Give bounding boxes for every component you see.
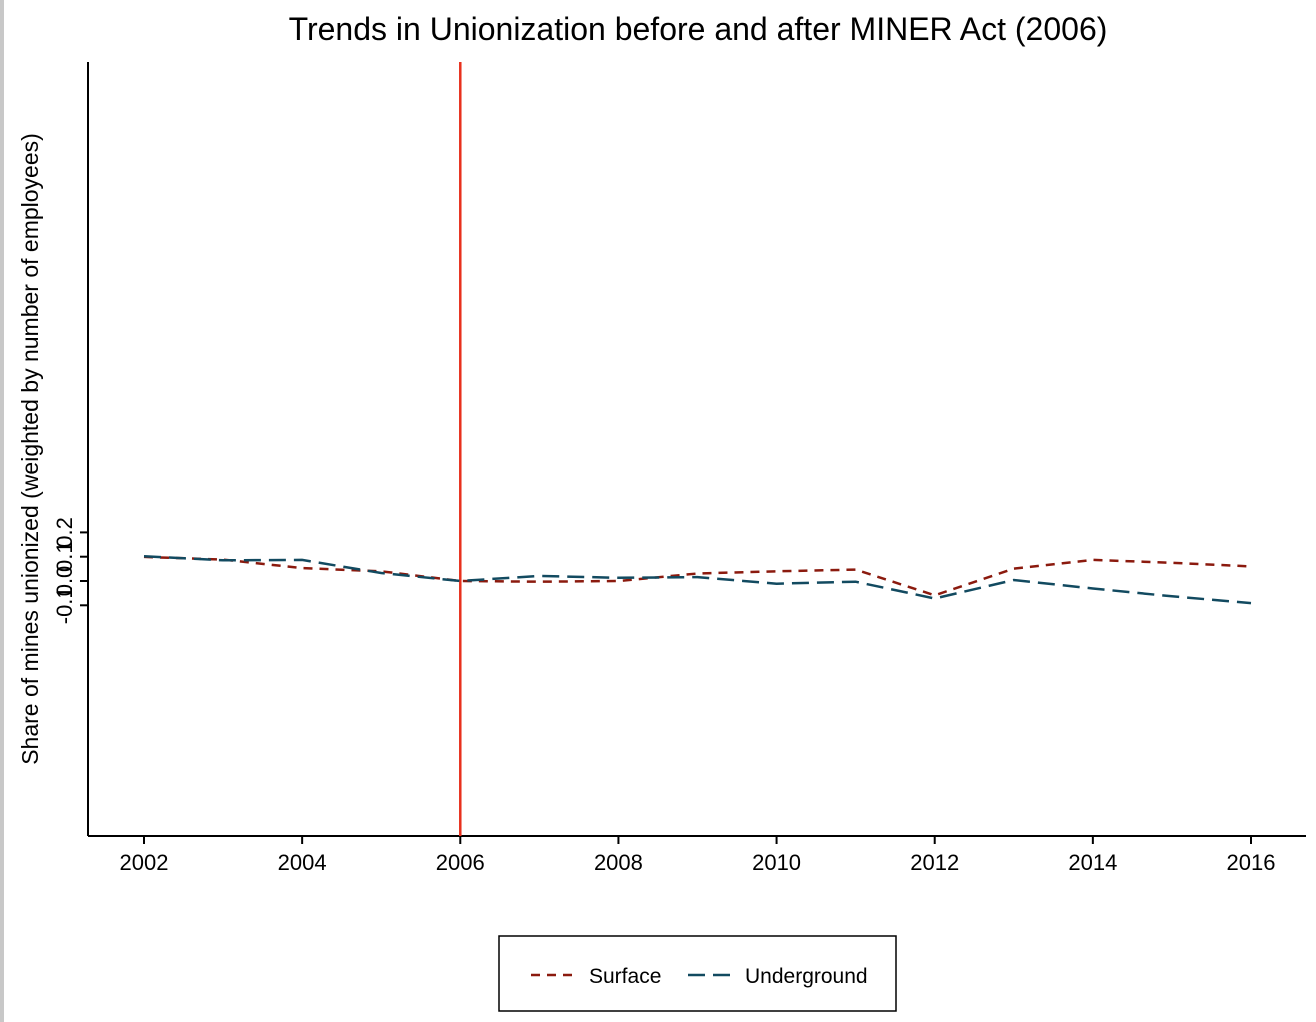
chart-title: Trends in Unionization before and after … xyxy=(289,11,1108,47)
x-tick-label: 2014 xyxy=(1068,850,1117,875)
legend-label-underground: Underground xyxy=(745,965,868,988)
y-tick-label: 0.1 xyxy=(52,541,77,572)
legend-box xyxy=(498,935,897,1012)
series-line-surface xyxy=(143,555,1252,597)
y-tick-label: 0.2 xyxy=(52,517,77,548)
x-tick-label: 2010 xyxy=(752,850,801,875)
x-tick-label: 2006 xyxy=(436,850,485,875)
y-tick-label: 0.0 xyxy=(52,566,77,597)
x-tick-label: 2002 xyxy=(120,850,169,875)
x-tick-label: 2016 xyxy=(1227,850,1276,875)
y-tick-label: -0.1 xyxy=(52,586,77,624)
legend: Surface Underground xyxy=(498,935,897,1012)
x-ticks: 2002 2004 2006 2008 2010 2012 2014 2016 xyxy=(120,836,1276,875)
y-axis-label: Share of mines unionized (weighted by nu… xyxy=(17,133,43,765)
x-tick-label: 2004 xyxy=(278,850,327,875)
series-line-underground xyxy=(143,554,1252,605)
x-tick-label: 2008 xyxy=(594,850,643,875)
legend-label-surface: Surface xyxy=(589,965,661,988)
plot-area: -0.10.00.10.2 2002 2004 2006 2008 2010 2012 20… xyxy=(52,62,1306,875)
series-group xyxy=(143,554,1252,605)
x-tick-label: 2012 xyxy=(910,850,959,875)
window-edge-strip xyxy=(0,0,4,1022)
y-ticks: -0.10.00.10.2 xyxy=(52,517,88,624)
